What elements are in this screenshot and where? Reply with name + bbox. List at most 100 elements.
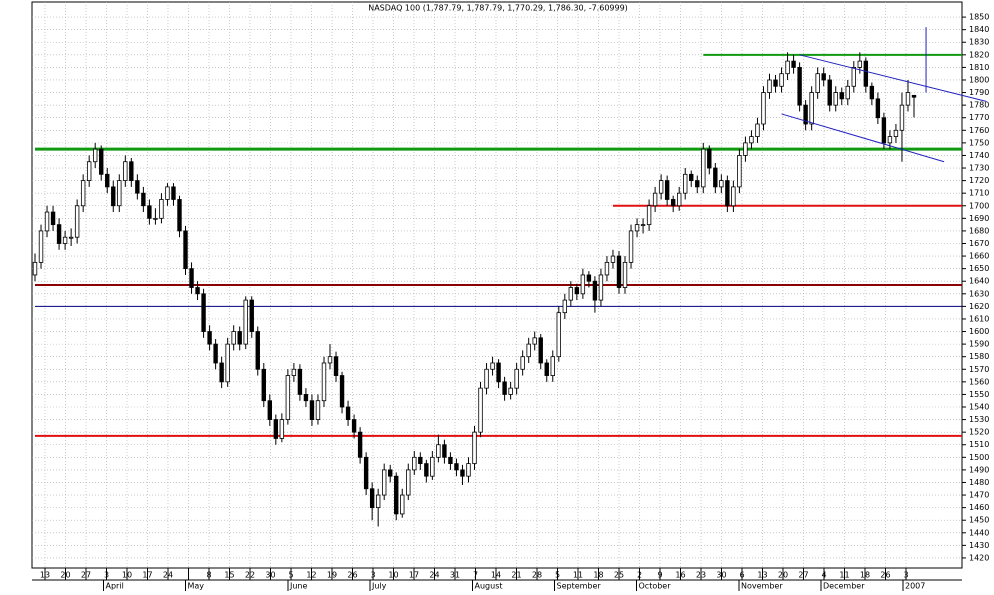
candle-body xyxy=(111,186,116,207)
y-tick-label: 1640 xyxy=(969,277,989,286)
candle-body xyxy=(147,205,152,219)
candle-body xyxy=(827,79,832,106)
candle-body xyxy=(773,79,778,87)
x-tick-label: 31 xyxy=(450,571,460,580)
candle-body xyxy=(159,199,164,219)
candle-body xyxy=(50,211,56,226)
candle-body xyxy=(905,92,911,106)
x-tick-label: 23 xyxy=(696,571,706,580)
candle-body xyxy=(676,192,682,207)
candle-body xyxy=(604,261,610,276)
candle-body xyxy=(466,463,471,477)
candle-body xyxy=(622,261,628,288)
y-tick-label: 1820 xyxy=(969,50,989,59)
candle-body xyxy=(177,199,182,232)
candle-body xyxy=(893,129,899,137)
candle-body xyxy=(189,268,194,288)
candle-body xyxy=(153,217,158,220)
candle-body xyxy=(231,331,236,345)
candle-body xyxy=(412,456,417,471)
y-tick-label: 1540 xyxy=(969,403,989,412)
y-tick-label: 1510 xyxy=(969,440,989,449)
x-tick-label: 30 xyxy=(716,571,726,580)
candle-body xyxy=(333,356,339,376)
y-tick-label: 1630 xyxy=(969,289,989,298)
candle-body xyxy=(93,148,98,163)
candle-body xyxy=(484,368,489,389)
month-label: May xyxy=(188,582,205,591)
candle-body xyxy=(833,92,838,106)
x-tick-label: 14 xyxy=(491,571,501,580)
y-tick-label: 1670 xyxy=(969,239,989,248)
candle-body xyxy=(574,287,580,295)
x-tick-label: 7 xyxy=(473,571,478,580)
candle-body xyxy=(105,173,110,188)
candle-body xyxy=(502,381,507,395)
x-tick-label: 13 xyxy=(757,571,767,580)
y-tick-label: 1680 xyxy=(969,226,989,235)
candle-body xyxy=(701,148,706,188)
x-tick-label: 11 xyxy=(839,571,849,580)
candle-body xyxy=(165,186,170,200)
x-tick-label: 25 xyxy=(614,571,624,580)
candle-body xyxy=(219,362,224,383)
y-tick-label: 1440 xyxy=(969,528,989,537)
candle-body xyxy=(183,230,188,270)
y-tick-label: 1580 xyxy=(969,352,989,361)
candle-body xyxy=(725,180,730,207)
candle-body xyxy=(514,368,519,389)
candle-body xyxy=(436,444,441,458)
candle-body xyxy=(538,337,543,364)
candle-body xyxy=(586,274,592,282)
x-tick-label: 15 xyxy=(224,571,234,580)
candle-body xyxy=(887,136,893,144)
y-tick-label: 1620 xyxy=(969,302,989,311)
candle-body xyxy=(478,387,483,433)
candle-body xyxy=(315,400,321,420)
candle-body xyxy=(839,92,844,100)
month-label: July xyxy=(371,582,387,591)
candle-body xyxy=(442,444,447,458)
candle-body xyxy=(99,148,104,175)
candle-body xyxy=(388,469,393,477)
x-tick-label: 13 xyxy=(40,571,50,580)
candle-body xyxy=(634,224,640,232)
x-tick-label: 24 xyxy=(163,571,173,580)
candle-body xyxy=(713,167,718,188)
y-tick-label: 1780 xyxy=(969,101,989,110)
candle-body xyxy=(38,230,44,263)
candle-body xyxy=(707,148,712,169)
candle-body xyxy=(652,192,658,207)
candle-body xyxy=(454,463,459,471)
candle-body xyxy=(851,67,856,87)
candle-body xyxy=(430,456,435,477)
candle-body xyxy=(123,161,128,182)
x-tick-label: 9 xyxy=(657,571,662,580)
candle-body xyxy=(683,173,688,194)
candle-body xyxy=(592,280,598,301)
candle-body xyxy=(755,123,760,137)
candle-body xyxy=(267,400,273,420)
candle-body xyxy=(321,362,327,402)
chart-title: NASDAQ 100 (1,787.79, 1,787.79, 1,770.29… xyxy=(368,4,628,13)
x-tick-label: 17 xyxy=(142,571,152,580)
candle-body xyxy=(610,255,616,263)
candle-body xyxy=(32,261,38,276)
y-tick-label: 1530 xyxy=(969,415,989,424)
x-tick-label: 2 xyxy=(637,571,642,580)
month-label: October xyxy=(639,582,672,591)
candle-body xyxy=(496,362,501,383)
candle-body xyxy=(550,356,555,376)
candle-body xyxy=(249,299,254,332)
candle-body xyxy=(490,362,495,370)
y-tick-label: 1700 xyxy=(969,201,989,210)
x-tick-label: 12 xyxy=(306,571,316,580)
x-tick-label: 28 xyxy=(532,571,542,580)
y-tick-label: 1790 xyxy=(969,88,989,97)
candle-body xyxy=(640,224,646,227)
trend-line xyxy=(781,113,945,163)
x-tick-label: 20 xyxy=(60,571,70,580)
candle-body xyxy=(628,230,634,263)
candle-body xyxy=(460,469,465,477)
candle-body xyxy=(658,180,664,194)
